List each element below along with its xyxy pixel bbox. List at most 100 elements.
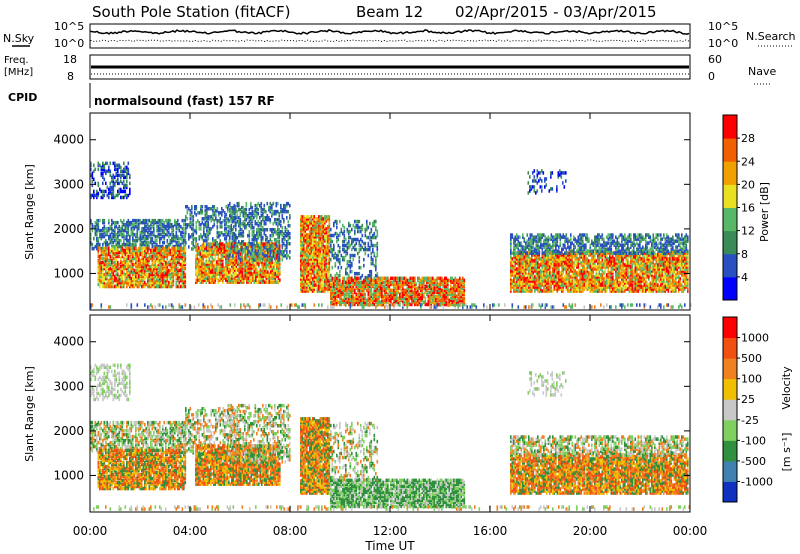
range-cell bbox=[216, 268, 218, 272]
range-cell bbox=[324, 225, 326, 229]
range-cell bbox=[199, 280, 202, 284]
range-cell bbox=[148, 258, 151, 263]
range-cell bbox=[162, 248, 164, 253]
range-cell bbox=[223, 252, 226, 256]
range-cell bbox=[207, 278, 209, 282]
range-cell bbox=[183, 228, 185, 233]
range-cell bbox=[129, 254, 131, 259]
range-cell bbox=[231, 266, 233, 270]
range-cell bbox=[138, 264, 140, 269]
range-cell bbox=[191, 223, 193, 227]
range-cell bbox=[279, 278, 281, 282]
range-cell bbox=[219, 233, 222, 237]
range-cell bbox=[108, 282, 110, 287]
range-cell bbox=[112, 260, 115, 265]
range-cell bbox=[256, 274, 259, 278]
range-cell bbox=[118, 224, 121, 229]
range-cell bbox=[319, 225, 322, 229]
range-cell bbox=[247, 246, 249, 250]
range-cell bbox=[280, 220, 282, 224]
range-cell bbox=[97, 258, 100, 263]
range-cell bbox=[133, 284, 136, 289]
range-cell bbox=[259, 242, 262, 246]
range-cell bbox=[118, 250, 121, 255]
range-cell bbox=[315, 221, 317, 225]
range-cell bbox=[138, 226, 140, 231]
range-cell bbox=[245, 207, 248, 212]
range-cell bbox=[145, 252, 148, 257]
range-cell bbox=[166, 262, 169, 267]
range-cell bbox=[372, 292, 374, 297]
range-cell bbox=[216, 250, 218, 254]
range-cell bbox=[250, 272, 253, 276]
range-cell bbox=[103, 284, 106, 289]
range-cell bbox=[111, 274, 113, 279]
range-cell bbox=[178, 262, 181, 267]
range-cell bbox=[303, 247, 305, 251]
range-cell bbox=[157, 284, 160, 289]
range-cell bbox=[196, 256, 199, 260]
freq-left-label-1: Freq. bbox=[4, 55, 29, 66]
range-cell bbox=[221, 211, 223, 215]
range-cell bbox=[150, 284, 152, 289]
range-cell bbox=[248, 258, 251, 262]
range-cell bbox=[234, 272, 236, 276]
range-cell bbox=[154, 252, 157, 257]
range-cell bbox=[231, 213, 234, 217]
range-cell bbox=[183, 222, 185, 227]
range-cell bbox=[97, 242, 100, 247]
range-cell bbox=[237, 248, 239, 252]
range-cell bbox=[253, 254, 256, 258]
range-cell bbox=[126, 165, 128, 170]
range-cell bbox=[148, 244, 151, 249]
range-cell bbox=[120, 258, 122, 263]
range-cell bbox=[226, 276, 229, 280]
range-cell bbox=[217, 256, 220, 260]
range-cell bbox=[103, 266, 106, 271]
range-cell bbox=[177, 272, 179, 277]
range-cell bbox=[349, 276, 352, 281]
range-cell bbox=[91, 193, 94, 198]
range-cell bbox=[224, 237, 226, 241]
range-cell bbox=[157, 218, 160, 223]
range-cell bbox=[249, 274, 251, 278]
range-cell bbox=[105, 284, 107, 289]
range-cell bbox=[358, 276, 361, 281]
range-cell bbox=[112, 240, 115, 245]
range-cell bbox=[310, 215, 313, 219]
range-cell bbox=[108, 280, 110, 285]
range-cell bbox=[259, 216, 261, 220]
range-cell bbox=[139, 248, 142, 253]
range-cell bbox=[108, 169, 110, 174]
range-cell bbox=[171, 232, 173, 237]
range-cell bbox=[223, 268, 226, 272]
range-cell bbox=[99, 242, 101, 247]
range-cell bbox=[199, 276, 202, 280]
range-cell bbox=[103, 165, 106, 170]
range-cell bbox=[252, 260, 254, 264]
range-cell bbox=[189, 217, 192, 221]
range-cell bbox=[221, 231, 223, 235]
range-cell bbox=[111, 248, 113, 253]
range-cell bbox=[117, 262, 119, 267]
range-cell bbox=[402, 276, 404, 281]
range-cell bbox=[229, 268, 232, 272]
range-cell bbox=[133, 252, 136, 257]
range-cell bbox=[150, 256, 152, 261]
range-cell bbox=[196, 248, 199, 252]
range-cell bbox=[205, 268, 208, 272]
range-cell bbox=[166, 282, 169, 287]
range-cell bbox=[253, 246, 255, 250]
range-cell bbox=[93, 163, 95, 168]
range-cell bbox=[251, 209, 254, 214]
range-cell bbox=[171, 230, 173, 235]
range-cell bbox=[207, 264, 209, 268]
range-cell bbox=[172, 238, 175, 243]
range-cell bbox=[100, 250, 103, 255]
range-cell bbox=[171, 246, 173, 251]
range-cell bbox=[174, 256, 176, 261]
range-cell bbox=[397, 276, 400, 281]
range-cell bbox=[254, 203, 257, 208]
range-cell bbox=[121, 246, 124, 251]
range-cell bbox=[154, 248, 157, 253]
